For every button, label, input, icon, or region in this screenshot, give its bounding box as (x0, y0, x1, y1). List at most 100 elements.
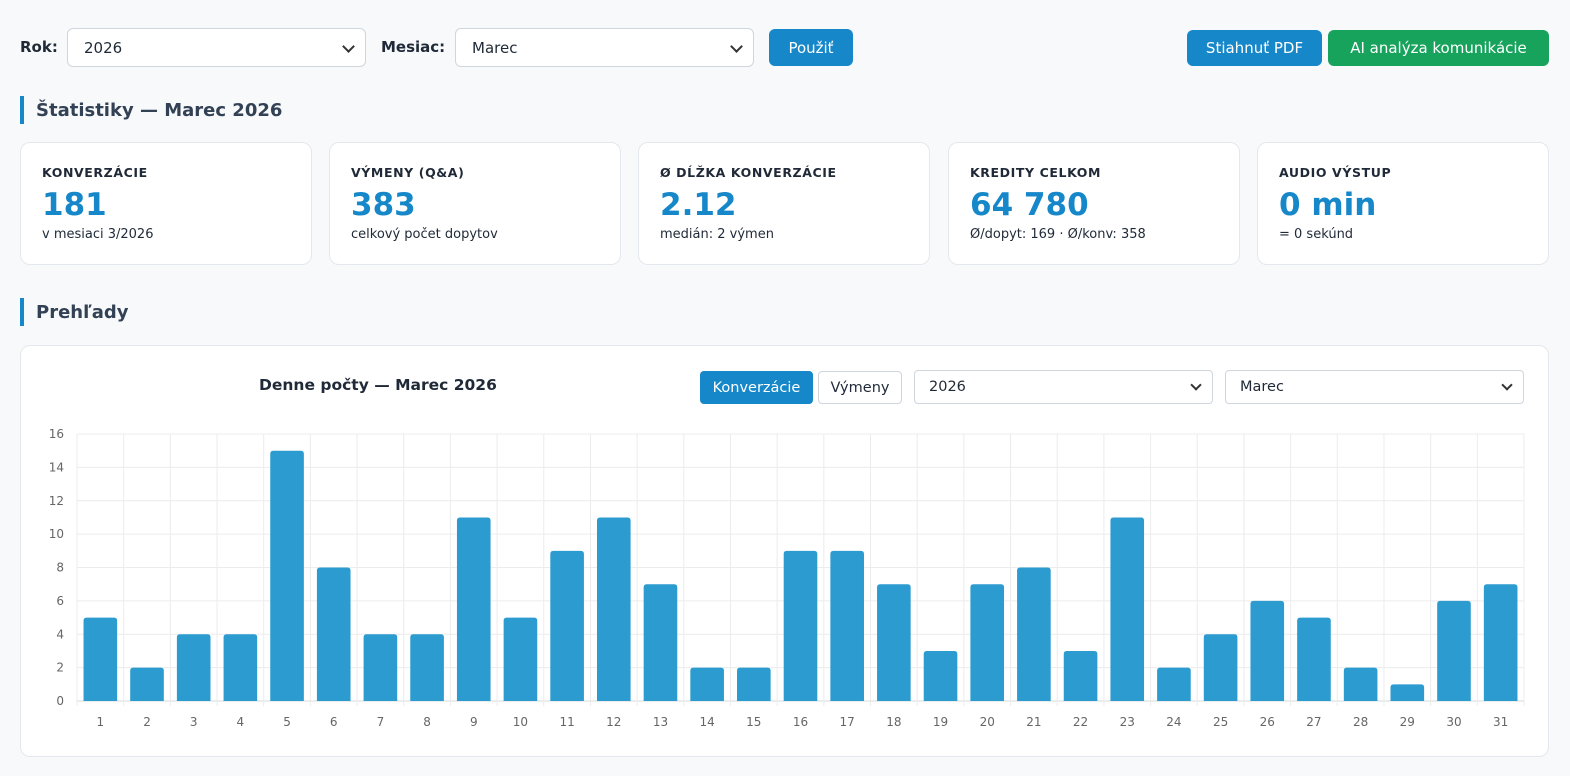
stat-card-exchanges: VÝMENY (Q&A) 383 celkový počet dopytov (329, 142, 621, 265)
month-select-value: Marec (472, 39, 518, 57)
ai-analysis-button[interactable]: AI analýza komunikácie (1328, 30, 1549, 66)
y-tick-label: 2 (56, 661, 64, 675)
x-tick-label: 26 (1260, 715, 1275, 729)
x-tick-label: 22 (1073, 715, 1088, 729)
stat-card-subtext: v mesiaci 3/2026 (42, 227, 154, 242)
month-select[interactable]: Marec (455, 28, 754, 67)
x-tick-label: 25 (1213, 715, 1228, 729)
x-tick-label: 29 (1400, 715, 1415, 729)
bar (783, 550, 818, 701)
stat-card-avg-length: Ø DĹŽKA KONVERZÁCIE 2.12 medián: 2 výmen (638, 142, 930, 265)
x-tick-label: 6 (330, 715, 338, 729)
chevron-down-icon (1501, 379, 1513, 391)
stat-card-value: 0 min (1279, 187, 1377, 223)
stat-card-subtext: = 0 sekúnd (1279, 227, 1354, 242)
bar (550, 550, 584, 701)
stat-card-subtext: celkový počet dopytov (351, 227, 498, 242)
overview-section-title: Prehľady (20, 298, 129, 326)
apply-button[interactable]: Použiť (769, 29, 853, 66)
x-tick-label: 10 (513, 715, 528, 729)
bar (970, 584, 1005, 701)
bar (690, 667, 724, 701)
stats-section-title: Štatistiky — Marec 2026 (20, 96, 282, 124)
x-tick-label: 23 (1120, 715, 1135, 729)
bar (363, 634, 398, 701)
stat-card-label: Ø DĹŽKA KONVERZÁCIE (660, 165, 837, 180)
bar (923, 650, 958, 701)
download-pdf-button[interactable]: Stiahnuť PDF (1187, 30, 1322, 66)
x-tick-label: 19 (933, 715, 948, 729)
bar (410, 634, 444, 701)
y-tick-label: 10 (49, 527, 64, 541)
bar (1483, 584, 1518, 701)
stat-card-subtext: Ø/dopyt: 169 · Ø/konv: 358 (970, 227, 1146, 242)
x-tick-label: 21 (1026, 715, 1041, 729)
y-tick-label: 6 (56, 594, 64, 608)
chart-month-value: Marec (1240, 379, 1284, 395)
chart-month-select[interactable]: Marec (1225, 370, 1524, 404)
x-tick-label: 5 (283, 715, 291, 729)
bar (877, 584, 911, 701)
year-select[interactable]: 2026 (67, 28, 366, 67)
x-tick-label: 9 (470, 715, 478, 729)
stat-card-label: AUDIO VÝSTUP (1279, 165, 1392, 180)
y-tick-label: 4 (56, 627, 64, 641)
chart-title: Denne počty — Marec 2026 (259, 376, 497, 394)
bar (1063, 650, 1098, 701)
bar (316, 567, 351, 701)
stat-card-value: 181 (42, 187, 107, 223)
tab-exchanges[interactable]: Výmeny (818, 371, 902, 404)
bar (1017, 567, 1051, 701)
x-tick-label: 18 (886, 715, 901, 729)
bar (270, 450, 304, 701)
bar (83, 617, 118, 701)
month-label: Mesiac: (381, 38, 446, 56)
x-tick-label: 24 (1166, 715, 1181, 729)
x-tick-label: 3 (190, 715, 198, 729)
x-tick-label: 30 (1446, 715, 1461, 729)
x-tick-label: 4 (237, 715, 245, 729)
bar (176, 634, 211, 701)
tab-conversations[interactable]: Konverzácie (700, 371, 813, 404)
x-tick-label: 16 (793, 715, 808, 729)
stat-card-label: VÝMENY (Q&A) (351, 165, 465, 180)
x-tick-label: 1 (97, 715, 105, 729)
x-tick-label: 27 (1306, 715, 1321, 729)
stat-card-audio: AUDIO VÝSTUP 0 min = 0 sekúnd (1257, 142, 1549, 265)
x-tick-label: 15 (746, 715, 761, 729)
bar (1250, 600, 1285, 701)
x-tick-label: 17 (840, 715, 855, 729)
y-tick-label: 14 (49, 460, 64, 474)
chart-year-value: 2026 (929, 379, 966, 395)
chevron-down-icon (1190, 379, 1202, 391)
stat-card-label: KREDITY CELKOM (970, 165, 1102, 180)
x-tick-label: 2 (143, 715, 151, 729)
x-tick-label: 20 (980, 715, 995, 729)
stat-card-value: 383 (351, 187, 416, 223)
bar (830, 550, 864, 701)
y-tick-label: 0 (56, 694, 64, 708)
bar (1203, 634, 1238, 701)
x-tick-label: 14 (700, 715, 715, 729)
chevron-down-icon (730, 40, 743, 53)
x-tick-label: 7 (377, 715, 385, 729)
y-tick-label: 8 (56, 561, 64, 575)
x-tick-label: 11 (559, 715, 574, 729)
bar (596, 517, 631, 701)
bar (1343, 667, 1378, 701)
daily-chart-panel: Denne počty — Marec 2026 Konverzácie Vým… (20, 345, 1549, 757)
x-tick-label: 12 (606, 715, 621, 729)
chevron-down-icon (342, 40, 355, 53)
bar (1437, 600, 1471, 701)
bar (1297, 617, 1331, 701)
year-select-value: 2026 (84, 39, 123, 57)
bar (503, 617, 538, 701)
bar (1157, 667, 1191, 701)
bar (223, 634, 258, 701)
stat-card-conversations: KONVERZÁCIE 181 v mesiaci 3/2026 (20, 142, 312, 265)
stat-card-label: KONVERZÁCIE (42, 165, 148, 180)
bar (1390, 684, 1425, 701)
x-tick-label: 31 (1493, 715, 1508, 729)
chart-year-select[interactable]: 2026 (914, 370, 1213, 404)
